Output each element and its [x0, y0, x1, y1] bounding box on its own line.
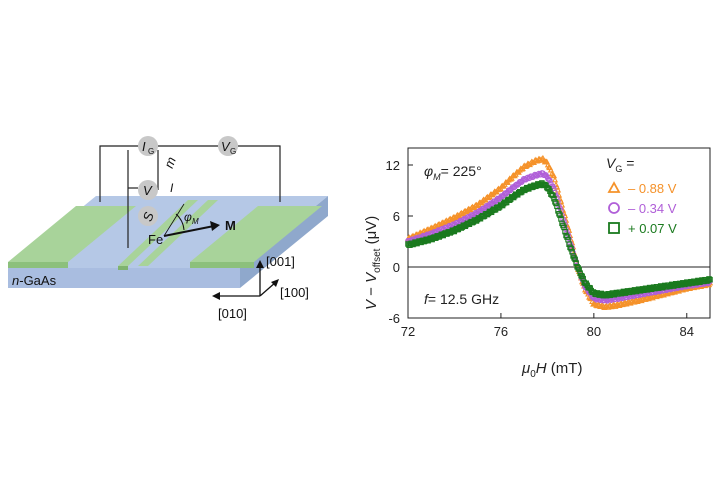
axis-100-arrowhead — [271, 279, 279, 287]
series-layer — [404, 154, 714, 311]
data-point — [562, 228, 568, 235]
data-point — [568, 245, 574, 252]
axis-ticks: 72 76 80 84 -6 0 6 12 — [386, 158, 694, 339]
y-tick-label: 12 — [386, 158, 400, 173]
left-contact-front — [8, 262, 68, 268]
data-point — [575, 265, 581, 271]
resonance-chart: 72 76 80 84 -6 0 6 12 φM= 225° f= 12.5 GHz VG =… — [363, 147, 714, 380]
data-point — [475, 208, 482, 215]
y-tick-label: -6 — [388, 311, 400, 326]
x-tick-label: 84 — [680, 324, 694, 339]
magnetization-arrow — [163, 225, 215, 237]
meter-vg-label: V — [221, 139, 231, 154]
fe-strip-1-front — [118, 266, 128, 270]
x-axis-label: μ0H (mT) — [521, 360, 582, 380]
legend-marker-1 — [608, 202, 620, 214]
meter-s — [138, 206, 158, 226]
meter-v — [138, 180, 158, 200]
legend: – 0.88 V – 0.34 V + 0.07 V — [607, 181, 677, 236]
axis-010-arrowhead — [212, 292, 220, 300]
data-point — [572, 256, 578, 263]
x-tick-label: 72 — [401, 324, 415, 339]
data-point — [557, 212, 563, 219]
y-tick-label: 0 — [393, 260, 400, 275]
meter-vg — [218, 136, 238, 156]
angle-arc — [175, 213, 185, 231]
legend-title: VG = — [606, 155, 634, 174]
data-point — [512, 182, 519, 188]
label-m: m — [161, 155, 179, 170]
data-point — [556, 211, 562, 217]
magnetization-arrowhead — [210, 221, 220, 231]
meter-ig-sub: G — [148, 147, 154, 156]
plot-frame — [407, 147, 711, 319]
frequency-annotation: f= 12.5 GHz — [424, 291, 499, 307]
data-point — [550, 172, 558, 179]
y-axis-label: V − Voffset (μV) — [363, 216, 383, 310]
data-point — [551, 176, 559, 183]
device-schematic: I G V G V S m I φ M M Fe n-GaAs [001] [1… — [8, 136, 328, 321]
series-2 — [405, 180, 713, 299]
substrate-front — [8, 268, 240, 288]
legend-marker-2 — [608, 222, 620, 234]
legend-label-2: + 0.07 V — [628, 221, 677, 236]
axis-001-arrowhead — [256, 260, 264, 268]
data-point — [449, 222, 456, 228]
data-point — [576, 266, 582, 273]
data-point — [610, 301, 617, 308]
circuit-wires — [99, 145, 281, 248]
meter-ig-label: I — [142, 139, 146, 154]
angle-ref-line — [163, 203, 185, 237]
axis-001-label: [001] — [266, 254, 295, 269]
data-point — [547, 166, 555, 173]
angle-phi: φ — [184, 210, 192, 224]
right-contact-front — [190, 262, 254, 268]
data-point — [486, 201, 493, 208]
x-tick-label: 80 — [587, 324, 601, 339]
data-point — [706, 276, 712, 282]
magnetization-label: M — [225, 218, 236, 233]
axis-100-label: [100] — [280, 285, 309, 300]
legend-marker-0 — [607, 181, 621, 193]
axis-010-label: [010] — [218, 306, 247, 321]
x-tick-label: 76 — [494, 324, 508, 339]
data-point — [448, 216, 455, 223]
fe-label: Fe — [148, 232, 163, 247]
data-point — [553, 200, 559, 207]
meter-vg-sub: G — [230, 147, 236, 156]
data-point — [547, 177, 553, 184]
legend-label-0: – 0.88 V — [628, 181, 677, 196]
data-point — [554, 186, 562, 193]
data-point — [460, 216, 467, 223]
meter-ig — [138, 136, 158, 156]
data-point — [707, 276, 713, 283]
data-point — [647, 293, 654, 299]
data-point — [571, 255, 577, 261]
legend-label-1: – 0.34 V — [628, 201, 677, 216]
phi-annotation: φM= 225° — [424, 163, 482, 182]
data-point — [546, 176, 552, 183]
meter-v-label: V — [143, 183, 153, 198]
data-point — [510, 171, 517, 178]
angle-phi-sub: M — [192, 217, 199, 226]
data-point — [550, 192, 556, 199]
substrate-label: n-GaAs — [12, 273, 57, 288]
data-point — [545, 163, 553, 170]
label-i: I — [170, 181, 174, 195]
left-contact-top — [8, 206, 136, 262]
right-contact-top — [190, 206, 322, 262]
y-tick-label: 6 — [393, 209, 400, 224]
